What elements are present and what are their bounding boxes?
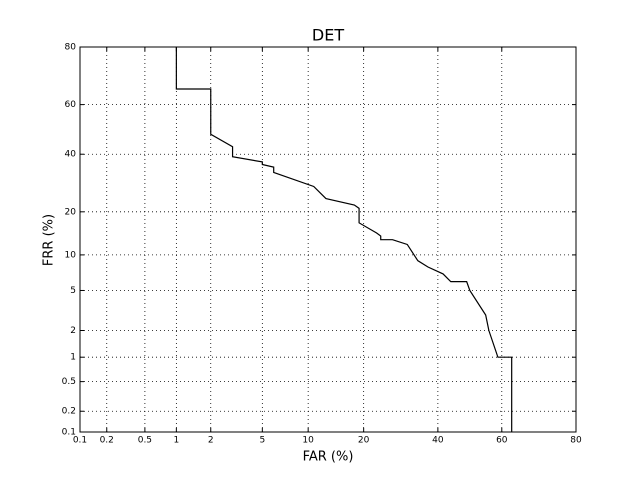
y-tick-label: 10 [65,250,77,260]
y-tick-label: 5 [70,286,76,296]
y-tick-label: 40 [65,150,77,160]
x-tick-label: 80 [570,436,582,446]
y-tick-label: 2 [70,326,76,336]
y-axis-label: FRR (%) [42,214,57,266]
y-tick-label: 60 [65,100,77,110]
det-curve [175,47,513,432]
y-tick-label: 0.5 [62,377,76,387]
x-tick-label: 5 [259,436,265,446]
y-tick-label: 0.1 [62,428,76,438]
y-tick-label: 1 [70,353,76,363]
x-axis-label: FAR (%) [303,450,354,465]
y-tick-label: 0.2 [62,407,76,417]
chart-title: DET [312,26,344,45]
x-tick-label: 60 [496,436,508,446]
x-tick-label: 0.5 [138,436,152,446]
x-tick-label: 0.2 [100,436,114,446]
x-tick-label: 1 [173,436,179,446]
x-tick-label: 2 [208,436,214,446]
x-tick-label: 10 [302,436,314,446]
plot-frame [79,46,577,433]
x-tick-label: 40 [432,436,444,446]
x-tick-label: 0.1 [73,436,87,446]
y-tick-label: 80 [65,43,77,53]
y-tick-label: 20 [65,207,77,217]
x-tick-label: 20 [358,436,370,446]
